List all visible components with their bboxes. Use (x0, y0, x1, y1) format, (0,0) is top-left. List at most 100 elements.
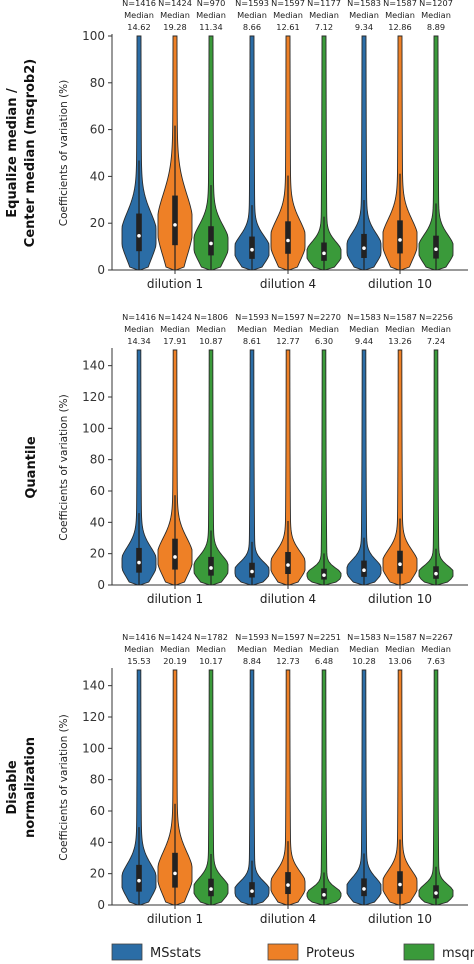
violin-median-dot (362, 568, 366, 573)
violin-median-dot (398, 882, 402, 887)
violin-iqr-box (397, 871, 403, 894)
median-annotation-value: 12.61 (276, 22, 299, 32)
violin-median-dot (209, 241, 213, 246)
violin-msqrob2 (418, 669, 454, 906)
y-tick-label: 80 (90, 76, 105, 90)
n-annotation: N=1587 (383, 632, 417, 642)
violin-iqr-box (397, 220, 403, 254)
n-annotation: N=1593 (235, 312, 269, 322)
n-annotation: N=1583 (347, 632, 381, 642)
median-annotation-value: 17.91 (163, 336, 186, 346)
violin-median-dot (398, 238, 402, 242)
row-label: Quantile (24, 436, 39, 498)
n-annotation: N=1177 (307, 0, 341, 8)
violin-proteus (270, 35, 306, 271)
median-annotation-label: Median (349, 644, 379, 654)
n-annotation: N=1207 (419, 0, 453, 8)
violin-median-dot (250, 247, 254, 252)
median-annotation-value: 7.63 (427, 656, 445, 666)
median-annotation-value: 19.28 (163, 22, 186, 32)
violin-iqr-box (285, 872, 291, 895)
violin-proteus (157, 669, 193, 906)
median-annotation-label: Median (309, 644, 339, 654)
violin-median-dot (434, 247, 438, 251)
median-annotation-label: Median (273, 324, 303, 334)
violin-iqr-box (136, 864, 142, 892)
violin-msstats (234, 35, 270, 271)
violin-median-dot (322, 893, 326, 897)
y-tick-label: 60 (90, 484, 105, 498)
row-label-line: Quantile (24, 436, 39, 498)
n-annotation: N=1597 (271, 0, 305, 8)
violin-iqr-box (433, 235, 439, 259)
x-tick-label: dilution 10 (368, 592, 432, 606)
row-label-line: normalization (23, 737, 38, 838)
n-annotation: N=1583 (347, 312, 381, 322)
violin-msstats (121, 349, 157, 586)
y-tick-label: 0 (97, 898, 105, 912)
violin-iqr-box (208, 226, 214, 256)
median-annotation-value: 8.84 (243, 656, 261, 666)
violin-median-dot (286, 563, 290, 567)
violin-median-dot (286, 883, 290, 887)
median-annotation-value: 12.73 (276, 656, 299, 666)
n-annotation: N=1416 (122, 632, 156, 642)
y-tick-label: 60 (90, 123, 105, 137)
n-annotation: N=970 (197, 0, 226, 8)
violin-median-dot (137, 233, 141, 238)
violin-median-dot (322, 573, 326, 577)
y-tick-label: 80 (90, 773, 105, 787)
violin-median-dot (209, 887, 213, 891)
violin-msqrob2 (306, 35, 342, 271)
violin-iqr-box (285, 221, 291, 254)
n-annotation: N=1416 (122, 0, 156, 8)
median-annotation-label: Median (309, 324, 339, 334)
violin-median-dot (173, 871, 177, 876)
violin-msstats (234, 349, 270, 586)
panel-2: 0 20 40 60 80 100 120 140 Coefficients of variat… (24, 312, 468, 606)
y-tick-label: 120 (82, 710, 105, 724)
row-label: Equalize median / Center median (msqrob2) (5, 59, 38, 247)
n-annotation: N=1424 (158, 0, 192, 8)
legend-label: MSstats (150, 946, 201, 961)
median-annotation-value: 8.61 (243, 336, 261, 346)
median-annotation-label: Median (385, 644, 415, 654)
row-label-line: Disable (5, 760, 20, 815)
median-annotation-label: Median (124, 324, 154, 334)
violin-iqr-box (249, 236, 255, 259)
y-tick-label: 140 (82, 359, 105, 373)
violin-msqrob2 (418, 35, 454, 271)
median-annotation-label: Median (273, 644, 303, 654)
median-annotation-label: Median (196, 324, 226, 334)
n-annotation: N=1416 (122, 312, 156, 322)
median-annotation-value: 9.34 (355, 22, 373, 32)
violin-iqr-box (136, 547, 142, 573)
legend-swatch (111, 943, 143, 961)
median-annotation-value: 8.66 (243, 22, 261, 32)
median-annotation-value: 8.89 (427, 22, 445, 32)
violin-median-dot (173, 223, 177, 227)
median-annotation-label: Median (196, 644, 226, 654)
panel-1: 0 20 40 60 80 100 Coefficients of variation (%… (5, 0, 468, 291)
median-annotation-label: Median (196, 10, 226, 20)
n-annotation: N=2270 (307, 312, 341, 322)
n-annotation: N=1782 (194, 632, 228, 642)
violin-msqrob2 (306, 669, 342, 906)
n-annotation: N=2256 (419, 312, 453, 322)
row-label-line: Center median (msqrob2) (23, 59, 38, 247)
y-axis-label: Coefficients of variation (%) (58, 394, 70, 541)
median-annotation-label: Median (124, 644, 154, 654)
median-annotation-value: 14.62 (127, 22, 150, 32)
y-tick-label: 140 (82, 679, 105, 693)
median-annotation-value: 11.34 (199, 22, 222, 32)
violin-proteus (382, 349, 418, 586)
violin-msqrob2 (306, 349, 342, 586)
median-annotation-label: Median (160, 10, 190, 20)
x-tick-label: dilution 1 (147, 592, 203, 606)
n-annotation: N=1593 (235, 632, 269, 642)
median-annotation-value: 20.19 (163, 656, 186, 666)
y-tick-label: 100 (82, 29, 105, 43)
violin-iqr-box (172, 852, 178, 888)
median-annotation-label: Median (421, 644, 451, 654)
